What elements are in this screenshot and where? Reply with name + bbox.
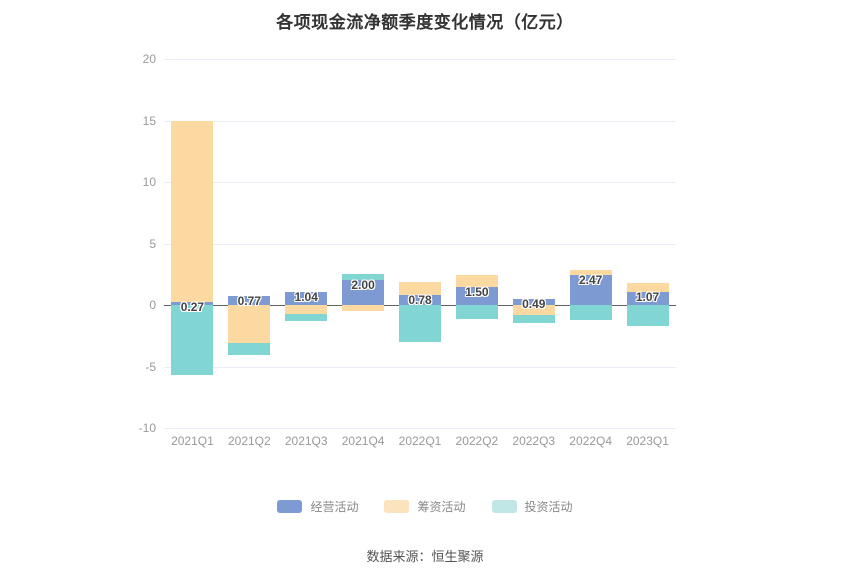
bar-segment-financing [569, 269, 612, 275]
y-axis-tick-label: 10 [142, 175, 156, 189]
legend-label: 经营活动 [310, 500, 359, 514]
y-axis-tick-label: 0 [149, 298, 156, 312]
x-axis-category-label: 2022Q1 [398, 434, 442, 448]
chart-title: 各项现金流净额季度变化情况（亿元） [276, 13, 574, 32]
bar-segment-investing [399, 305, 441, 342]
bar-value-label: 0.27 [180, 299, 205, 314]
bar-segment-operating [171, 301, 214, 305]
legend-item-operating[interactable]: 经营活动 [277, 498, 358, 515]
bar-segment-operating [512, 298, 555, 305]
legend-item-investing[interactable]: 投资活动 [491, 498, 573, 515]
bar-segment-investing [455, 305, 498, 320]
bar-segment-investing [228, 343, 271, 356]
bar-segment-investing [512, 314, 555, 323]
bar-segment-financing [512, 305, 555, 315]
gridline [164, 182, 676, 183]
legend-swatch-financing [384, 500, 410, 513]
x-axis-category-label: 2021Q4 [341, 434, 385, 448]
gridline [164, 120, 676, 122]
x-axis-category-label: 2021Q2 [227, 434, 271, 448]
bar-segment-operating [228, 295, 271, 305]
bar-segment-investing [171, 305, 214, 376]
bar-segment-operating [399, 295, 441, 305]
bar-segment-investing [285, 313, 328, 321]
y-axis-tick-label: -5 [145, 359, 156, 374]
bar-segment-financing [228, 305, 271, 344]
bar-segment-financing [342, 305, 385, 311]
bar-segment-investing [569, 305, 612, 320]
y-axis-tick-label: -10 [138, 421, 156, 435]
bar-value-label: 2.47 [578, 272, 603, 287]
bar-value-label: 0.78 [408, 293, 432, 308]
bar-value-label: 2.00 [351, 278, 375, 293]
legend-swatch-operating [277, 500, 303, 513]
gridline [164, 366, 676, 368]
bar-segment-financing [455, 274, 498, 287]
bar-segment-operating [342, 280, 385, 305]
bar-value-label: 0.77 [237, 293, 261, 308]
x-axis-category-label: 2021Q3 [284, 434, 328, 448]
legend-label: 投资活动 [524, 500, 573, 514]
y-axis-tick-label: 5 [149, 236, 156, 251]
legend-label: 筹资活动 [417, 500, 466, 514]
bar-segment-investing [626, 305, 669, 326]
bar-value-label: 1.04 [294, 290, 318, 305]
y-axis-tick-label: 20 [142, 52, 156, 66]
gridline [164, 428, 676, 429]
data-source-note: 数据来源：恒生聚源 [366, 549, 484, 564]
bar-segment-investing [342, 273, 385, 281]
bar-value-label: 1.07 [635, 289, 660, 304]
bar-value-label: 0.49 [522, 296, 546, 311]
gridline [164, 59, 676, 60]
legend-swatch-investing [491, 500, 517, 513]
x-axis-category-label: 2022Q2 [455, 434, 499, 448]
bar-segment-operating [285, 292, 328, 305]
x-axis-category-label: 2022Q3 [512, 434, 556, 448]
bar-segment-operating [455, 286, 498, 305]
bar-segment-financing [626, 283, 669, 292]
bar-value-label: 1.50 [465, 284, 489, 299]
bar-segment-financing [285, 305, 328, 314]
x-axis-category-label: 2023Q1 [626, 434, 669, 448]
gridline [164, 243, 676, 245]
bar-segment-financing [399, 281, 441, 296]
y-axis-tick-label: 15 [142, 113, 156, 128]
legend-item-financing[interactable]: 筹资活动 [384, 498, 466, 515]
bar-segment-operating [569, 274, 612, 305]
x-axis-category-label: 2021Q1 [171, 434, 214, 448]
chart-legend: 经营活动 筹资活动 投资活动 [0, 498, 850, 515]
bar-segment-financing [171, 120, 214, 302]
bar-segment-operating [626, 291, 669, 305]
x-axis-category-label: 2022Q4 [569, 434, 612, 448]
